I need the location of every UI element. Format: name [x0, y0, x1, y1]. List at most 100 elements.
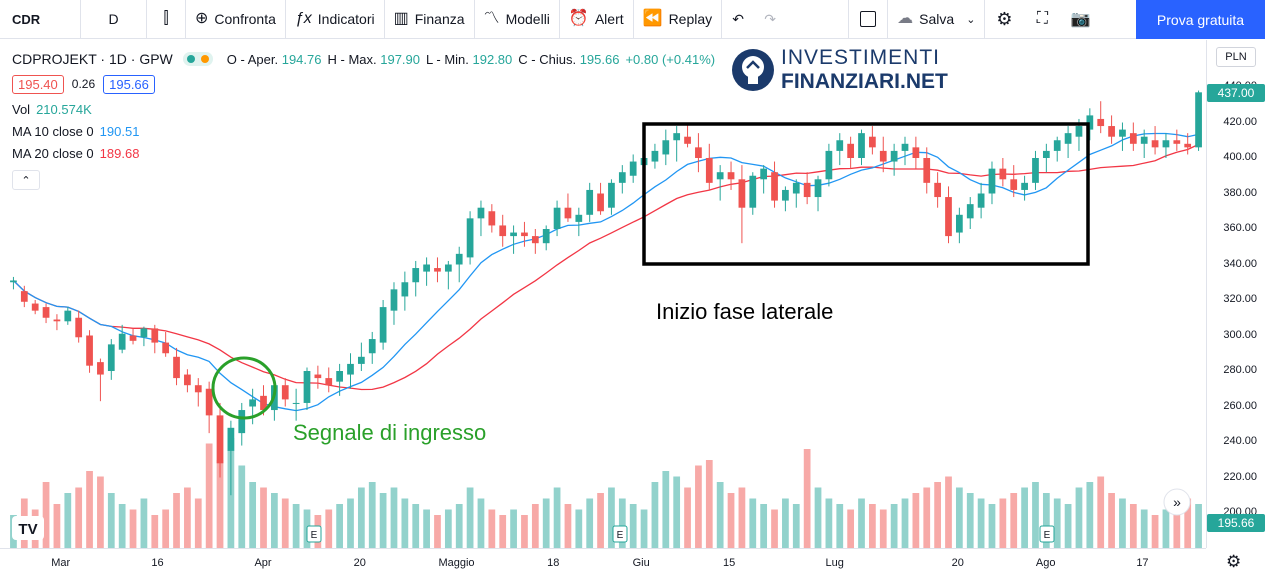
volume-bar [1032, 482, 1039, 548]
templates-button[interactable]: 〽 Modelli [475, 0, 559, 39]
ohlc-open: O - Aper. 194.76 [226, 51, 322, 67]
ma10-polyline [12, 132, 1199, 412]
axis-settings-button[interactable]: ⚙ [1226, 552, 1241, 572]
scroll-right-button[interactable]: » [1163, 488, 1191, 516]
price-axis[interactable]: 440.00420.00400.00380.00360.00340.00320.… [1206, 40, 1265, 548]
volume-bar [521, 515, 528, 548]
financials-button[interactable]: ▥ Finanza [385, 0, 474, 39]
candle [1064, 126, 1072, 158]
price-axis-label: 240.00 [1223, 435, 1257, 447]
time-axis-label: Giu [632, 557, 650, 569]
candle [151, 324, 159, 354]
chart-style-button[interactable]: ⫿ [147, 0, 185, 39]
snapshot-button[interactable]: 📷 [1061, 0, 1099, 39]
alert-label: Alert [594, 11, 624, 27]
fullscreen-button[interactable]: ⛶ [1023, 0, 1061, 39]
candle [749, 172, 757, 215]
free-trial-button[interactable]: Prova gratuita [1136, 0, 1265, 39]
candle-body [1010, 179, 1018, 190]
redo-button[interactable]: ↷ [754, 0, 786, 39]
volume-bar [390, 487, 398, 548]
volume-bar [368, 482, 376, 548]
volume-bar [1151, 515, 1159, 548]
divider [632, 0, 634, 39]
price-axis-label: 220.00 [1223, 470, 1257, 483]
volume-bar [1064, 504, 1072, 548]
candle [1097, 101, 1105, 134]
candle [923, 147, 931, 194]
alert-button[interactable]: ⏰ Alert [560, 0, 633, 39]
candle-body [281, 385, 289, 400]
volume-bar [738, 487, 746, 548]
candle-body [292, 402, 300, 404]
settings-button[interactable]: ⚙ [985, 0, 1023, 39]
candle-body [227, 427, 235, 451]
candle [977, 182, 985, 219]
top-toolbar: CDR D ⫿ ⊕ Confronta ƒx Indicatori ▥ Fina… [0, 0, 1265, 39]
ask-price[interactable]: 195.66 [103, 74, 155, 94]
ma20-value: 189.68 [99, 145, 140, 161]
event-marker[interactable]: E [1039, 525, 1055, 543]
legend-collapse-button[interactable]: ⌃ [12, 170, 40, 190]
replay-button[interactable]: ⏪ Replay [634, 0, 722, 39]
candle-body [531, 236, 539, 244]
candle [368, 331, 376, 364]
candle-body [695, 147, 702, 158]
price-axis-label: 380.00 [1223, 186, 1257, 199]
logo-line1: INVESTIMENTI [781, 46, 941, 69]
divider [473, 0, 475, 39]
candle [695, 133, 702, 173]
candle-body [945, 197, 952, 237]
instrument-name[interactable]: CDPROJEKT · 1D · GPW [12, 51, 173, 67]
undo-button[interactable]: ↶ [722, 0, 754, 39]
divider [887, 0, 889, 39]
event-marker[interactable]: E [612, 525, 628, 543]
volume-bar [53, 504, 61, 548]
volume-bar [542, 498, 550, 548]
interval-button[interactable]: D [108, 11, 119, 27]
candle [205, 381, 213, 434]
candle-body [10, 280, 17, 283]
plus-circle-icon: ⊕ [195, 10, 209, 27]
layout-button[interactable] [849, 0, 887, 39]
candle-body [934, 182, 941, 198]
candle [281, 378, 289, 407]
function-icon: ƒx [294, 10, 312, 27]
price-chart[interactable]: E E E TV » [0, 40, 1206, 548]
currency-selector[interactable]: PLN [1216, 47, 1256, 67]
volume-bar [216, 460, 224, 548]
volume-bar [412, 504, 420, 548]
indicators-button[interactable]: ƒx Indicatori [286, 0, 384, 39]
volume-bar [488, 509, 496, 548]
candle [31, 300, 39, 315]
divider [284, 0, 286, 39]
candle-body [20, 291, 28, 302]
event-marker[interactable]: E [306, 525, 322, 543]
volume-bar [1173, 515, 1181, 548]
volume-bar [184, 487, 191, 548]
candle [173, 347, 180, 386]
candle [901, 136, 909, 166]
compare-button[interactable]: ⊕ Confronta [186, 0, 285, 39]
time-axis-label: Mar [51, 557, 71, 569]
time-axis[interactable]: Mar 16 Apr 20 Maggio 18 Giu 15 Lug 20 Ago 17 [0, 548, 1206, 579]
candle [586, 182, 594, 222]
candle-body [803, 182, 811, 198]
candle-body [1021, 182, 1028, 190]
divider [383, 0, 385, 39]
candle-body [847, 143, 855, 158]
bid-price[interactable]: 195.40 [12, 74, 64, 94]
volume-bar [64, 493, 72, 548]
volume-bar [586, 498, 594, 548]
time-axis-label: 17 [1136, 557, 1149, 569]
save-button[interactable]: ☁ Salva ⌄ [888, 0, 984, 39]
candle-body [140, 328, 148, 338]
candle [608, 179, 615, 215]
symbol-search[interactable]: CDR [12, 11, 41, 27]
lightbulb-icon [732, 49, 774, 91]
candle-body [75, 317, 83, 338]
time-axis-label: Lug [825, 557, 844, 569]
candle [912, 136, 920, 169]
volume-bar [1162, 509, 1170, 548]
templates-label: Modelli [505, 11, 550, 27]
